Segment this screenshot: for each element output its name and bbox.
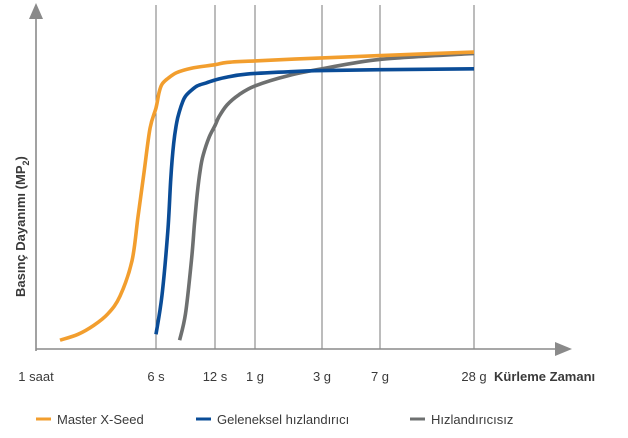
y-axis-title: Basınç Dayanımı (MP2) — [13, 156, 31, 297]
x-tick-label: 1 g — [246, 369, 264, 384]
x-tick-label: 28 g — [461, 369, 486, 384]
legend-label: Hızlandırıcısız — [431, 412, 513, 427]
y-axis-title-subscript: 2 — [21, 160, 31, 165]
series-line-2 — [154, 67, 475, 335]
series-line-3 — [177, 51, 475, 341]
x-tick-label: 7 g — [371, 369, 389, 384]
x-tick-label: 12 s — [203, 369, 228, 384]
legend: Master X-Seed Geleneksel hızlandırıcı Hızl… — [36, 412, 513, 427]
series-lines — [59, 50, 475, 342]
y-axis-title-close: ) — [13, 156, 28, 160]
legend-label: Geleneksel hızlandırıcı — [217, 412, 349, 427]
axes — [29, 3, 572, 356]
y-axis-arrow — [29, 3, 43, 19]
x-tick-label: 3 g — [313, 369, 331, 384]
x-axis-title: Kürleme Zamanı — [494, 369, 595, 384]
x-tick-label: 6 s — [147, 369, 165, 384]
y-axis-title-main: Basınç Dayanımı (MP — [13, 165, 28, 297]
legend-label: Master X-Seed — [57, 412, 144, 427]
x-tick-label: 1 saat — [18, 369, 54, 384]
series-line-1 — [59, 50, 475, 342]
x-tick-labels: 1 saat 6 s 12 s 1 g 3 g 7 g 28 g — [18, 369, 486, 384]
x-axis-arrow — [555, 342, 572, 356]
